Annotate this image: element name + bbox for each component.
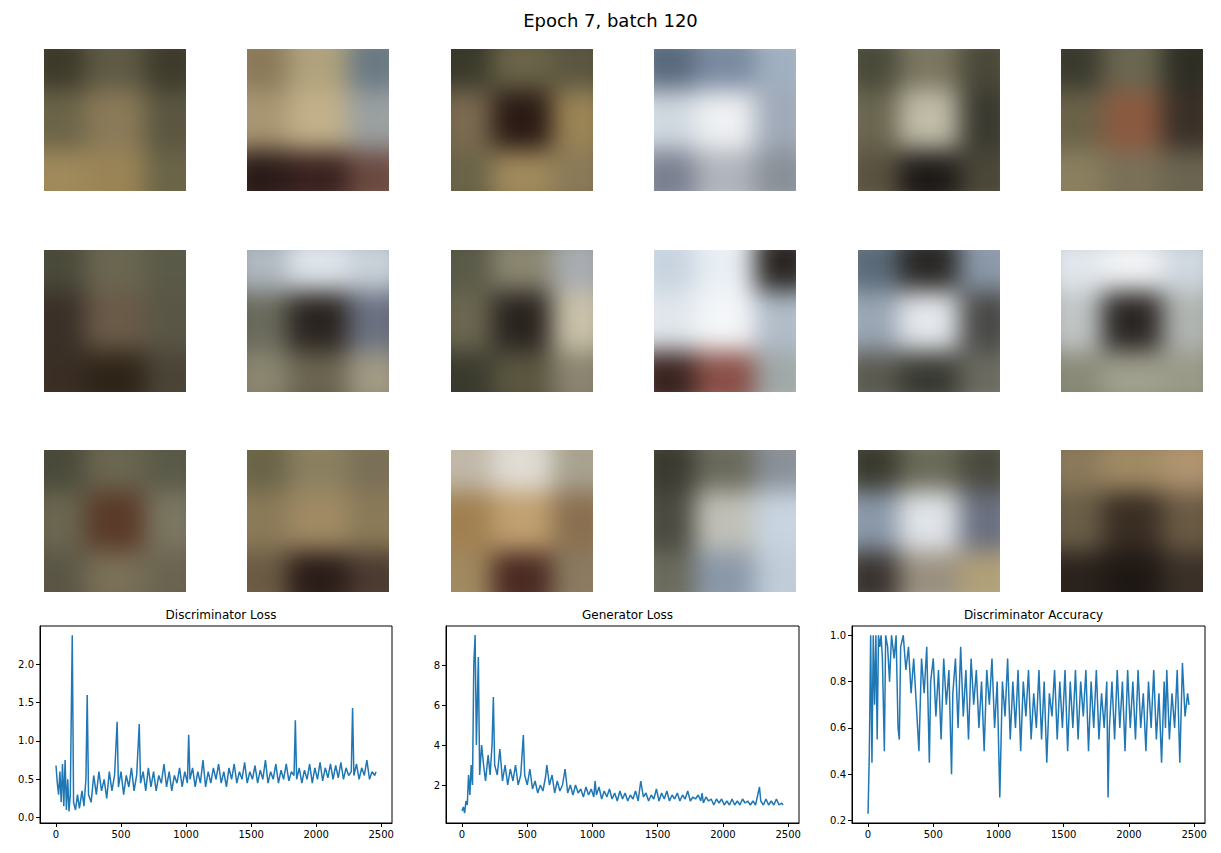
svg-text:1.0: 1.0 (830, 630, 846, 641)
svg-text:0.6: 0.6 (830, 722, 846, 733)
svg-text:0.2: 0.2 (830, 815, 846, 826)
svg-text:Epoch 7, batch 120: Epoch 7, batch 120 (523, 10, 698, 31)
svg-text:1500: 1500 (238, 829, 263, 840)
svg-text:1000: 1000 (580, 829, 605, 840)
svg-text:4: 4 (434, 740, 440, 751)
svg-text:2000: 2000 (1116, 829, 1141, 840)
svg-text:0: 0 (865, 829, 871, 840)
svg-text:Generator Loss: Generator Loss (582, 608, 673, 622)
svg-text:1000: 1000 (986, 829, 1011, 840)
svg-text:0: 0 (53, 829, 59, 840)
svg-text:2500: 2500 (368, 829, 393, 840)
svg-text:8: 8 (434, 660, 440, 671)
svg-text:1.0: 1.0 (18, 735, 34, 746)
svg-text:0.4: 0.4 (830, 769, 846, 780)
svg-text:0.0: 0.0 (18, 812, 34, 823)
svg-text:Discriminator Loss: Discriminator Loss (166, 608, 277, 622)
svg-text:1500: 1500 (645, 829, 670, 840)
svg-text:1500: 1500 (1051, 829, 1076, 840)
svg-text:2500: 2500 (775, 829, 800, 840)
svg-text:2500: 2500 (1181, 829, 1206, 840)
svg-text:500: 500 (111, 829, 130, 840)
svg-text:1.5: 1.5 (18, 697, 34, 708)
svg-text:2000: 2000 (303, 829, 328, 840)
svg-text:Discriminator Accuracy: Discriminator Accuracy (964, 608, 1103, 622)
svg-text:6: 6 (434, 700, 440, 711)
svg-text:1000: 1000 (173, 829, 198, 840)
svg-text:500: 500 (518, 829, 537, 840)
svg-text:0.5: 0.5 (18, 774, 34, 785)
svg-text:500: 500 (924, 829, 943, 840)
svg-text:0.8: 0.8 (830, 676, 846, 687)
svg-text:2000: 2000 (710, 829, 735, 840)
svg-text:2.0: 2.0 (18, 659, 34, 670)
svg-text:2: 2 (434, 780, 440, 791)
svg-text:0: 0 (459, 829, 465, 840)
